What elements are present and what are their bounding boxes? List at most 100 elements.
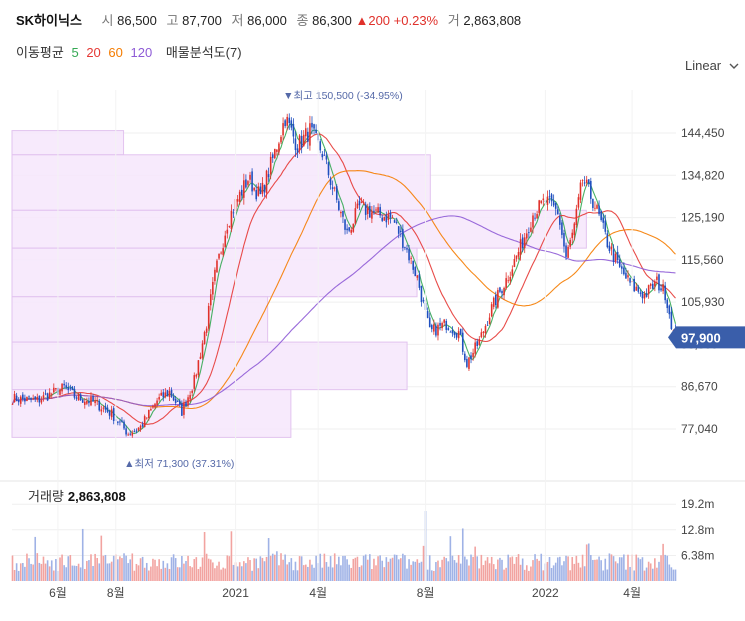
volume-bar: [534, 554, 536, 581]
volume-bar: [321, 567, 324, 581]
candle-body: [125, 428, 127, 435]
candle-body: [205, 328, 208, 333]
candle-body: [290, 120, 293, 128]
volume-bar: [528, 570, 530, 581]
volume-bar: [261, 557, 264, 581]
candle-body: [548, 196, 551, 198]
volume-bar: [145, 562, 148, 581]
candle-body: [117, 421, 119, 423]
volume-bar: [525, 565, 528, 581]
candle-body: [96, 400, 98, 402]
volume-bar: [139, 558, 142, 581]
volume-bar: [197, 569, 200, 581]
candle-body: [513, 258, 516, 268]
candle-body: [377, 207, 379, 213]
volume-bar: [461, 528, 464, 581]
volume-bar: [449, 536, 452, 581]
volume-profile-band: [11, 130, 125, 156]
volume-bar: [183, 563, 185, 581]
volume-bar: [604, 558, 607, 581]
candle-body: [189, 395, 191, 400]
candle-body: [191, 390, 193, 393]
candle-body: [468, 357, 470, 369]
volume-bar: [645, 567, 648, 581]
candle-body: [274, 148, 276, 159]
volume-bar: [416, 559, 419, 581]
candle-body: [298, 135, 301, 151]
candle-body: [645, 293, 648, 297]
ma-period-5[interactable]: 5: [71, 45, 79, 60]
ma-period-120[interactable]: 120: [130, 45, 153, 60]
volume-bar: [79, 567, 82, 581]
candle-body: [647, 285, 650, 295]
ma-20-line: [11, 133, 676, 425]
candle-body: [55, 388, 57, 390]
volume-bar: [230, 531, 233, 581]
volume-bar: [292, 570, 295, 581]
candle-body: [257, 186, 260, 196]
volume-bar: [24, 566, 26, 581]
volume-bar: [42, 556, 45, 581]
price-tick-label: 115,560: [681, 253, 724, 267]
candle-body: [143, 416, 146, 428]
volume-bar: [112, 555, 115, 581]
moving-average-legend: 이동평균 5 20 60 120 매물분석도(7): [16, 42, 246, 61]
scale-dropdown[interactable]: Linear: [685, 58, 745, 73]
candle-body: [546, 196, 549, 205]
candle-body: [34, 396, 37, 399]
volume-bar: [472, 556, 474, 581]
price-tick-label: 77,040: [681, 422, 718, 436]
candle-body: [269, 156, 272, 175]
volume-bar: [430, 570, 433, 581]
candle-body: [127, 434, 129, 436]
candle-body: [278, 143, 280, 153]
candle-body: [445, 320, 448, 330]
candle-body: [399, 230, 402, 232]
volume-bar: [247, 557, 249, 581]
volume-bar: [406, 568, 408, 581]
volume-bar: [672, 569, 675, 581]
candle-body: [637, 286, 640, 292]
candle-body: [614, 253, 617, 262]
price-axis: 144,450134,820125,190115,560105,93096,30…: [681, 126, 725, 436]
candle-body: [106, 407, 109, 412]
ma-period-60[interactable]: 60: [108, 45, 123, 60]
low-value: 86,000: [247, 13, 287, 28]
candle-body: [307, 131, 309, 142]
volume-bar: [282, 559, 284, 581]
volume-bar: [362, 555, 365, 581]
volume-bar: [592, 559, 594, 581]
volume-bar: [40, 563, 43, 581]
volume-profile-toggle[interactable]: 매물분석도(7): [165, 45, 242, 60]
candle-body: [218, 253, 220, 259]
candle-body: [255, 190, 258, 200]
candle-body: [172, 396, 175, 401]
candle-body: [32, 398, 34, 400]
volume-bar: [148, 570, 150, 581]
volume-bar: [96, 557, 98, 581]
candle-body: [604, 220, 607, 232]
volume-bar: [490, 556, 493, 581]
volume-bar: [271, 553, 274, 581]
volume-bar: [614, 561, 617, 581]
candle-body: [484, 325, 487, 334]
candle-body: [183, 403, 185, 415]
volume-bar: [276, 551, 278, 581]
candle-body: [569, 239, 571, 247]
volume-bar: [340, 565, 342, 581]
volume-bar: [269, 555, 272, 581]
volume-bar: [408, 559, 410, 581]
candle-body: [220, 252, 222, 254]
candle-body: [474, 342, 476, 354]
ma-period-20[interactable]: 20: [86, 45, 101, 60]
volume-bar: [660, 555, 662, 581]
candle-body: [499, 287, 501, 292]
candle-body: [53, 387, 55, 393]
volume-bar: [36, 553, 39, 581]
candle-body: [654, 281, 656, 287]
volume-bar: [106, 563, 109, 581]
volume-bar: [19, 563, 22, 581]
candle-body: [585, 179, 588, 183]
volume-bar: [290, 558, 293, 581]
